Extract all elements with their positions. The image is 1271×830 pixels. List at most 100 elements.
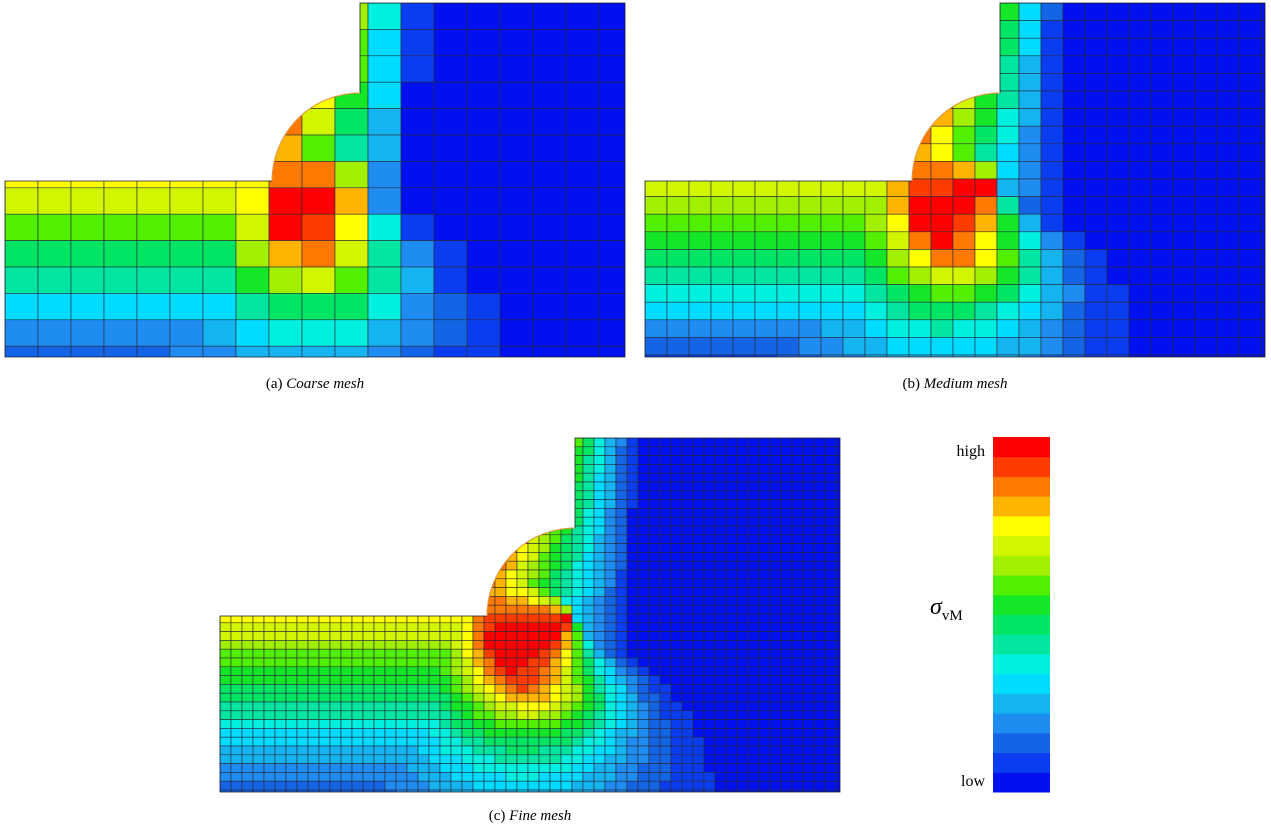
mesh-cell xyxy=(726,535,737,544)
mesh-cell xyxy=(865,179,887,197)
mesh-cell xyxy=(566,267,599,293)
mesh-cell xyxy=(660,605,671,614)
mesh-cell xyxy=(1063,214,1085,232)
mesh-cell xyxy=(500,161,533,187)
mesh-cell xyxy=(1217,179,1239,197)
mesh-cell xyxy=(649,588,660,597)
mesh-cell xyxy=(814,588,825,597)
mesh-cell xyxy=(777,197,799,215)
mesh-cell xyxy=(638,720,649,729)
mesh-cell xyxy=(748,711,759,720)
mesh-cell xyxy=(671,561,682,570)
mesh-cell xyxy=(330,676,341,685)
mesh-cell xyxy=(500,109,533,135)
mesh-cell xyxy=(253,482,264,491)
mesh-cell xyxy=(693,623,704,632)
mesh-cell xyxy=(401,3,434,29)
mesh-cell xyxy=(275,693,286,702)
mesh-cell xyxy=(407,684,418,693)
mesh-cell xyxy=(533,320,566,346)
mesh-cell xyxy=(792,658,803,667)
mesh-cell xyxy=(407,737,418,746)
mesh-cell xyxy=(1151,214,1173,232)
mesh-cell xyxy=(253,456,264,465)
mesh-cell xyxy=(825,640,836,649)
mesh-cell xyxy=(286,588,297,597)
mesh-cell xyxy=(689,337,711,355)
mesh-cell xyxy=(385,728,396,737)
mesh-cell xyxy=(803,772,814,781)
mesh-cell xyxy=(385,632,396,641)
mesh-cell xyxy=(792,614,803,623)
mesh-cell xyxy=(975,109,997,127)
mesh-cell xyxy=(1041,232,1063,250)
mesh-cell xyxy=(953,197,975,215)
mesh-cell xyxy=(803,764,814,773)
mesh-cell xyxy=(1041,249,1063,267)
mesh-cell xyxy=(748,482,759,491)
mesh-cell xyxy=(5,161,38,187)
mesh-cell xyxy=(759,447,770,456)
mesh-cell xyxy=(341,684,352,693)
mesh-cell xyxy=(550,649,561,658)
mesh-cell xyxy=(605,658,616,667)
mesh-cell xyxy=(737,632,748,641)
mesh-cell xyxy=(759,667,770,676)
mesh-cell xyxy=(975,161,997,179)
mesh-cell xyxy=(605,464,616,473)
mesh-cell xyxy=(286,667,297,676)
mesh-cell xyxy=(352,438,363,447)
mesh-cell xyxy=(737,772,748,781)
mesh-cell xyxy=(792,649,803,658)
mesh-cell xyxy=(1195,355,1217,373)
mesh-cell xyxy=(1151,285,1173,303)
mesh-cell xyxy=(495,482,506,491)
mesh-cell xyxy=(473,755,484,764)
mesh-cell xyxy=(506,456,517,465)
mesh-cell xyxy=(1261,73,1271,91)
mesh-cell xyxy=(368,161,401,187)
mesh-cell xyxy=(715,764,726,773)
mesh-cell xyxy=(451,464,462,473)
mesh-cell xyxy=(1195,21,1217,39)
mesh-cell xyxy=(777,91,799,109)
mesh-cell xyxy=(781,623,792,632)
mesh-cell xyxy=(792,464,803,473)
mesh-cell xyxy=(682,482,693,491)
mesh-cell xyxy=(203,109,236,135)
mesh-cell xyxy=(616,790,627,799)
mesh-cell xyxy=(561,781,572,790)
mesh-cell xyxy=(594,596,605,605)
mesh-cell xyxy=(605,561,616,570)
mesh-cell xyxy=(1019,161,1041,179)
mesh-cell xyxy=(836,764,847,773)
mesh-cell xyxy=(528,676,539,685)
mesh-cell xyxy=(269,214,302,240)
mesh-cell xyxy=(506,676,517,685)
mesh-cell xyxy=(814,772,825,781)
mesh-cell xyxy=(374,535,385,544)
mesh-cell xyxy=(407,605,418,614)
mesh-cell xyxy=(1063,21,1085,39)
mesh-cell xyxy=(671,632,682,641)
mesh-cell xyxy=(363,473,374,482)
mesh-cell xyxy=(407,702,418,711)
mesh-cell xyxy=(770,676,781,685)
mesh-cell xyxy=(821,126,843,144)
mesh-cell xyxy=(341,482,352,491)
mesh-cell xyxy=(363,693,374,702)
mesh-cell xyxy=(275,790,286,799)
mesh-cell xyxy=(363,605,374,614)
mesh-cell xyxy=(434,82,467,108)
mesh-cell xyxy=(931,337,953,355)
mesh-cell xyxy=(693,640,704,649)
mesh-cell xyxy=(242,614,253,623)
mesh-cell xyxy=(572,790,583,799)
mesh-cell xyxy=(319,456,330,465)
mesh-cell xyxy=(440,552,451,561)
mesh-cell xyxy=(374,755,385,764)
mesh-cell xyxy=(352,737,363,746)
mesh-cell xyxy=(374,764,385,773)
mesh-cell xyxy=(451,508,462,517)
mesh-cell xyxy=(231,640,242,649)
